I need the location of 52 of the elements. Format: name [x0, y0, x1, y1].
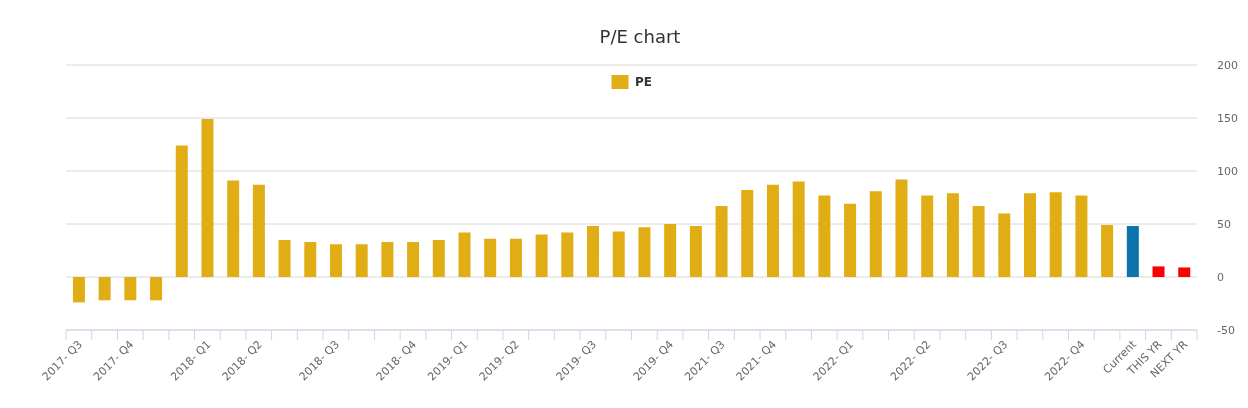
bar: [946, 193, 959, 277]
y-tick-label: 0: [1217, 270, 1224, 284]
bar: [407, 242, 420, 277]
bar: [432, 239, 445, 277]
bar: [304, 242, 317, 277]
bar: [818, 195, 831, 277]
bar: [664, 224, 677, 277]
bar: [509, 238, 522, 277]
bar: [124, 277, 137, 301]
bar: [869, 191, 882, 277]
bar: [612, 231, 625, 277]
bar: [921, 195, 934, 277]
bar: [638, 227, 651, 277]
y-tick-label: 150: [1217, 111, 1238, 125]
y-tick-label: -50: [1217, 323, 1235, 337]
bar: [561, 232, 574, 277]
bar: [175, 145, 188, 277]
bar: [844, 203, 857, 277]
bar: [329, 244, 342, 277]
bar: [150, 277, 163, 301]
bar: [1178, 267, 1191, 277]
y-tick-label: 200: [1217, 58, 1238, 72]
bar: [381, 242, 394, 277]
bar: [1101, 225, 1114, 277]
bar: [587, 226, 600, 277]
bar: [792, 181, 805, 277]
bar: [201, 119, 214, 277]
bar: [715, 205, 728, 277]
bar: [227, 180, 240, 277]
bar: [1126, 226, 1139, 277]
bar: [1024, 193, 1037, 277]
bar: [278, 239, 291, 277]
bar: [689, 226, 702, 277]
bar: [72, 277, 85, 303]
bar: [972, 205, 985, 277]
bar: [484, 238, 497, 277]
legend-label: PE: [635, 75, 652, 89]
y-tick-label: 50: [1217, 217, 1231, 231]
y-tick-label: 100: [1217, 164, 1238, 178]
bar: [355, 244, 368, 277]
bar: [741, 190, 754, 277]
chart-title: P/E chart: [599, 26, 681, 47]
bar: [252, 184, 265, 277]
bar: [766, 184, 779, 277]
bar: [998, 213, 1011, 277]
bar: [1075, 195, 1088, 277]
bar: [458, 232, 471, 277]
bar: [1049, 192, 1062, 277]
bar: [98, 277, 111, 301]
bar: [535, 234, 548, 277]
bar: [895, 179, 908, 277]
bar: [1152, 266, 1165, 277]
